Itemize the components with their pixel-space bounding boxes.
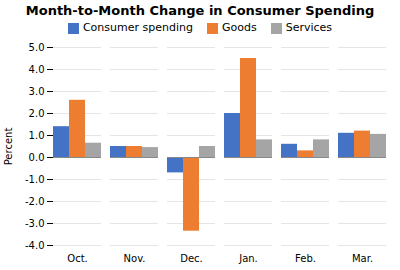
svg-text:Jan.: Jan. <box>238 253 258 264</box>
svg-text:Percent: Percent <box>3 128 14 166</box>
svg-text:0.0: 0.0 <box>29 152 45 163</box>
svg-text:-2.0: -2.0 <box>25 196 45 207</box>
svg-text:5.0: 5.0 <box>29 42 45 53</box>
svg-text:Mar.: Mar. <box>352 253 373 264</box>
svg-text:Dec.: Dec. <box>180 253 203 264</box>
svg-text:Nov.: Nov. <box>124 253 146 264</box>
svg-text:-4.0: -4.0 <box>25 240 45 251</box>
html-text:Services: Services <box>285 21 333 34</box>
svg-text:1.0: 1.0 <box>29 130 45 141</box>
html-text:Goods: Goods <box>222 21 257 34</box>
html-text:Month-to-Month Change in Consu: Month-to-Month Change in Consumer Spendi… <box>25 3 375 18</box>
svg-text:-1.0: -1.0 <box>25 174 45 185</box>
svg-text:4.0: 4.0 <box>29 64 45 75</box>
svg-text:-3.0: -3.0 <box>25 218 45 229</box>
svg-text:3.0: 3.0 <box>29 86 45 97</box>
html-text:Consumer spending: Consumer spending <box>82 21 193 34</box>
svg-text:2.0: 2.0 <box>29 108 45 119</box>
svg-text:Oct.: Oct. <box>67 253 87 264</box>
svg-text:Feb.: Feb. <box>295 253 316 264</box>
